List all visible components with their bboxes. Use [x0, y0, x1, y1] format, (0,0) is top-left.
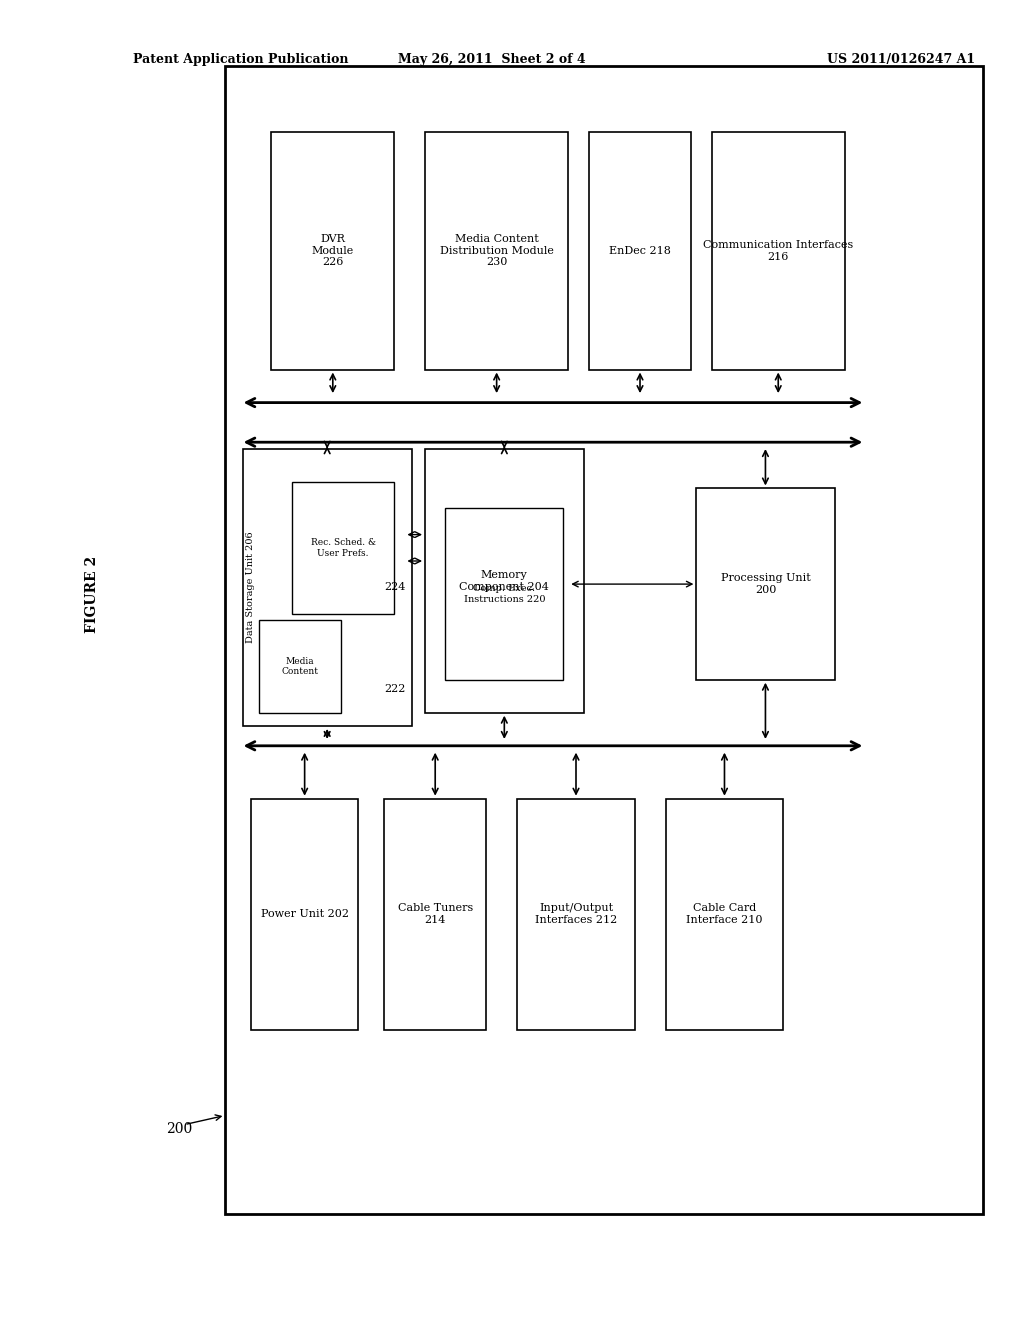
- FancyBboxPatch shape: [243, 449, 412, 726]
- Text: Patent Application Publication: Patent Application Publication: [133, 53, 348, 66]
- Text: Cable Card
Interface 210: Cable Card Interface 210: [686, 903, 763, 925]
- FancyBboxPatch shape: [425, 132, 568, 370]
- Text: Memory
Component 204: Memory Component 204: [460, 570, 549, 591]
- FancyBboxPatch shape: [589, 132, 691, 370]
- FancyBboxPatch shape: [517, 799, 635, 1030]
- FancyBboxPatch shape: [696, 488, 835, 680]
- Text: Cable Tuners
214: Cable Tuners 214: [397, 903, 473, 925]
- Text: Processing Unit
200: Processing Unit 200: [721, 573, 810, 595]
- Text: Rec. Sched. &
User Prefs.: Rec. Sched. & User Prefs.: [310, 539, 376, 557]
- FancyBboxPatch shape: [292, 482, 394, 614]
- FancyBboxPatch shape: [259, 620, 341, 713]
- FancyBboxPatch shape: [384, 799, 486, 1030]
- Text: Power Unit 202: Power Unit 202: [261, 909, 348, 919]
- FancyBboxPatch shape: [425, 449, 584, 713]
- Text: EnDec 218: EnDec 218: [609, 246, 671, 256]
- Text: 200: 200: [166, 1122, 193, 1135]
- FancyBboxPatch shape: [666, 799, 783, 1030]
- Text: Media Content
Distribution Module
230: Media Content Distribution Module 230: [439, 234, 554, 268]
- Text: Data Storage Unit 206: Data Storage Unit 206: [247, 532, 255, 643]
- FancyBboxPatch shape: [445, 508, 563, 680]
- FancyBboxPatch shape: [225, 66, 983, 1214]
- Text: May 26, 2011  Sheet 2 of 4: May 26, 2011 Sheet 2 of 4: [397, 53, 586, 66]
- Text: FIGURE 2: FIGURE 2: [85, 556, 99, 632]
- Text: Communication Interfaces
216: Communication Interfaces 216: [703, 240, 853, 261]
- Text: 224: 224: [384, 582, 406, 593]
- FancyBboxPatch shape: [712, 132, 845, 370]
- Text: DVR
Module
226: DVR Module 226: [311, 234, 354, 268]
- FancyBboxPatch shape: [271, 132, 394, 370]
- Text: US 2011/0126247 A1: US 2011/0126247 A1: [827, 53, 975, 66]
- Text: 222: 222: [384, 684, 406, 694]
- FancyBboxPatch shape: [251, 799, 358, 1030]
- Text: Comp. Exec.
Instructions 220: Comp. Exec. Instructions 220: [464, 585, 545, 603]
- Text: Input/Output
Interfaces 212: Input/Output Interfaces 212: [535, 903, 617, 925]
- Text: Media
Content: Media Content: [282, 657, 318, 676]
